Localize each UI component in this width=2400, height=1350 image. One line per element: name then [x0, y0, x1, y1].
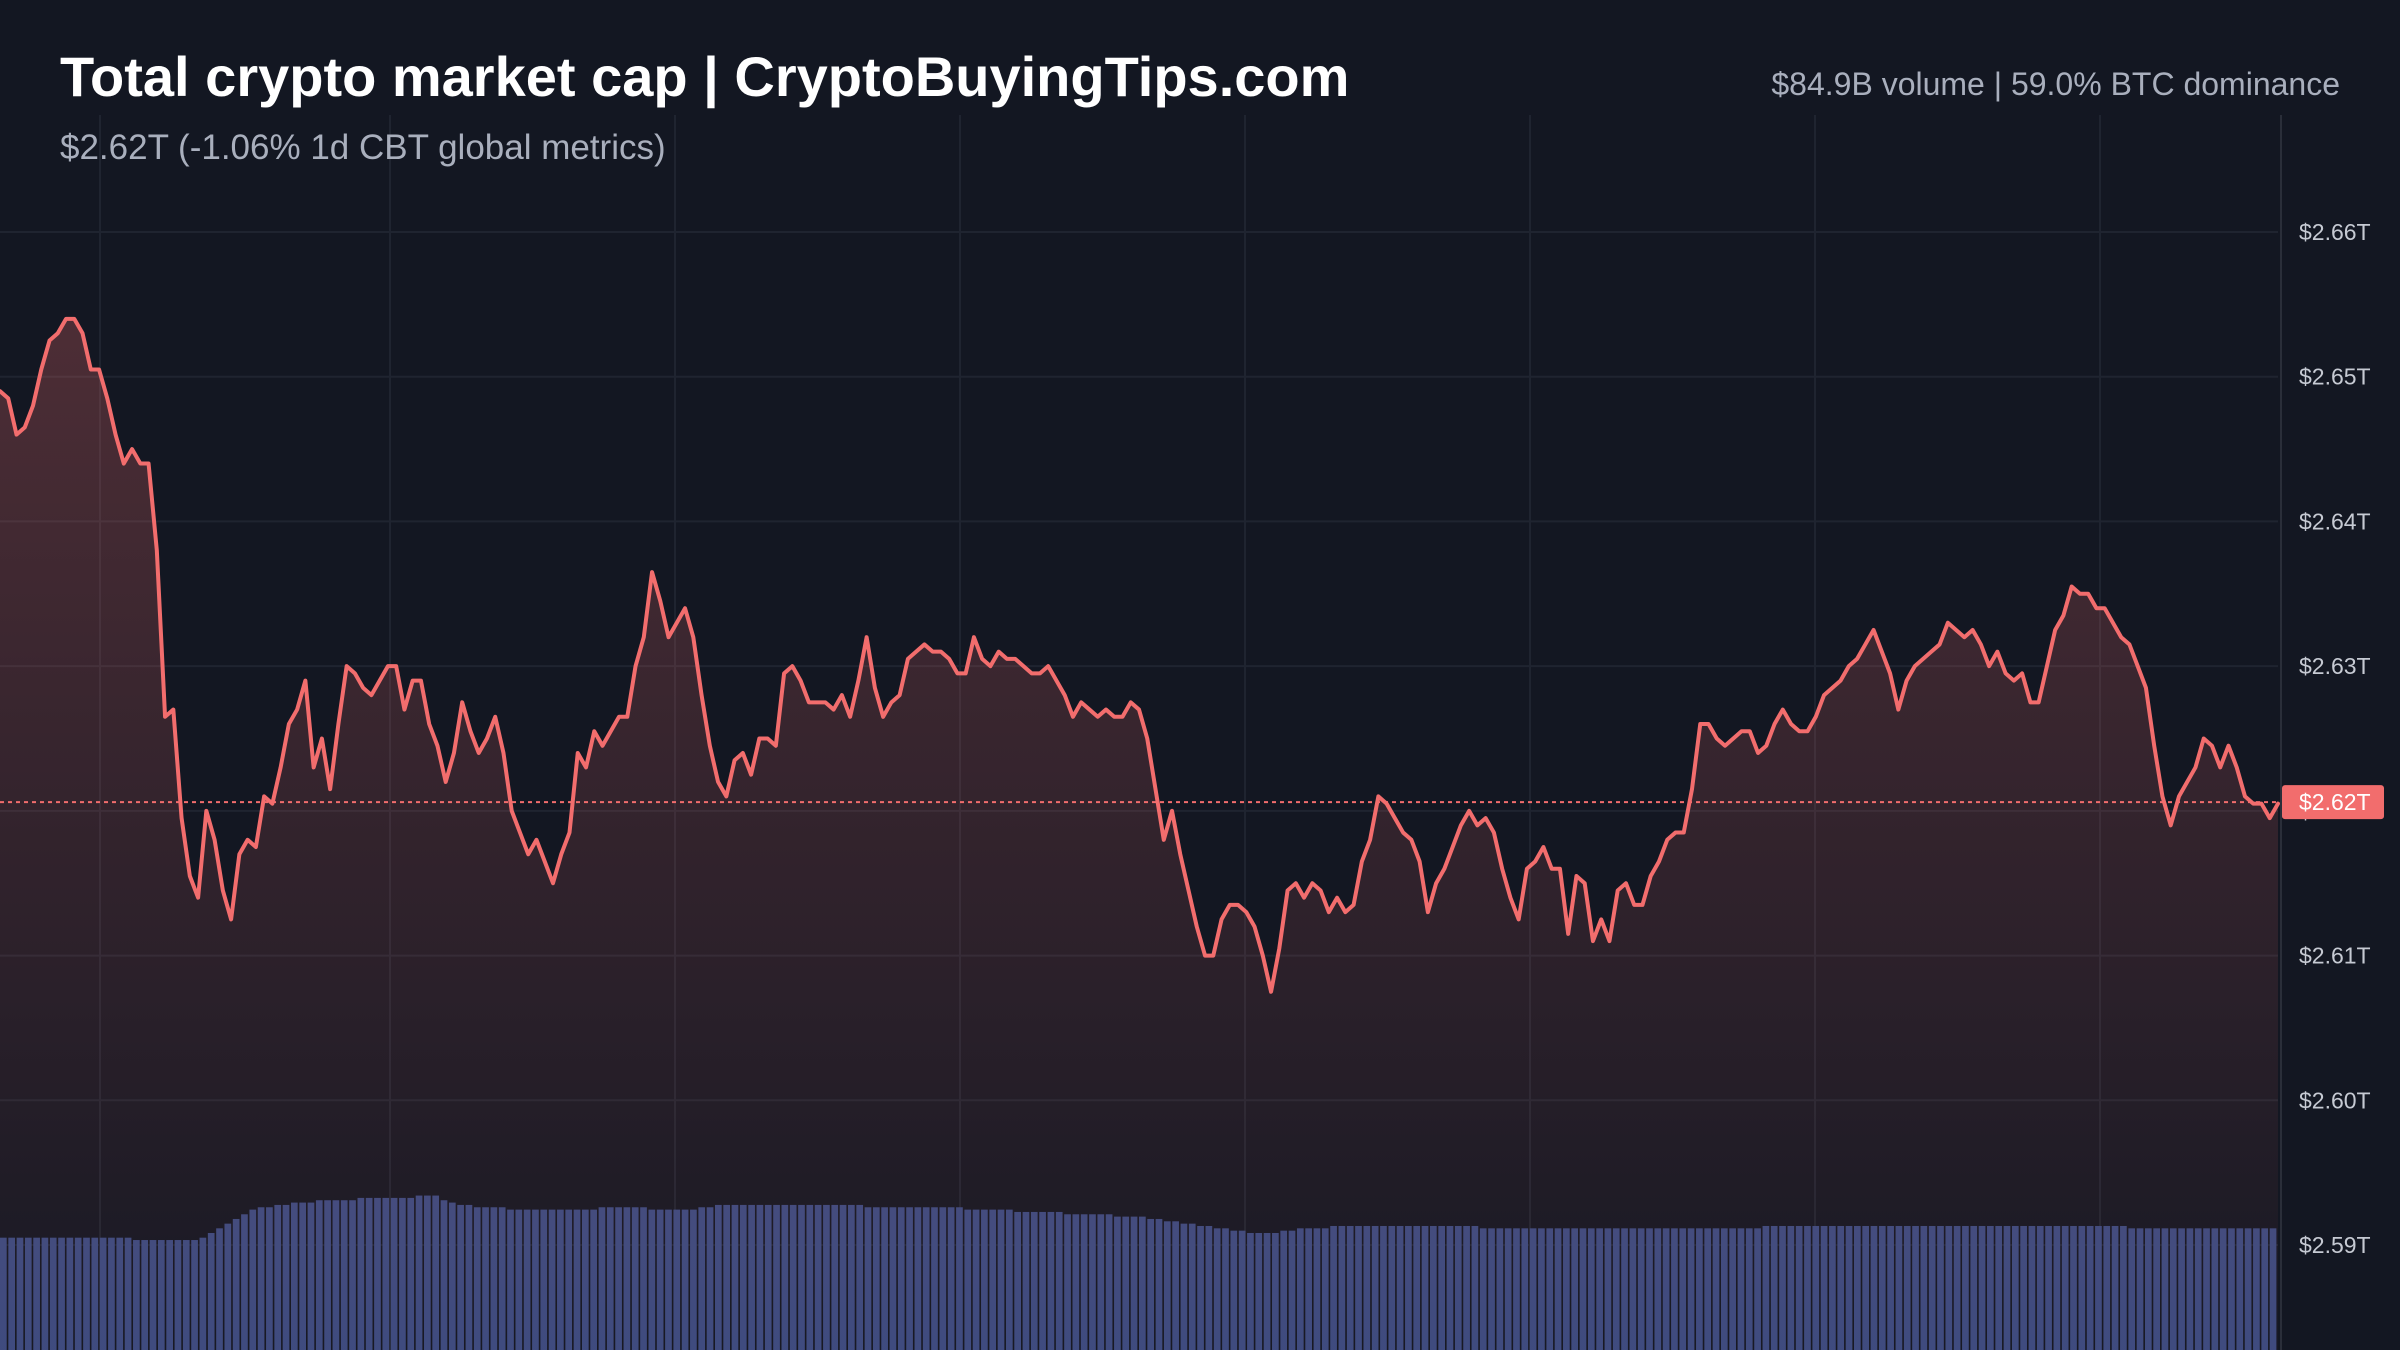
y-tick-label: $2.63T: [2299, 653, 2371, 679]
price-line[interactable]: [0, 316, 2280, 994]
current-price-tag-label: $2.62T: [2299, 789, 2371, 815]
y-tick-label: $2.66T: [2299, 219, 2371, 245]
y-tick-label: $2.61T: [2299, 943, 2371, 969]
y-tick-label: $2.64T: [2299, 508, 2371, 534]
volume-dominance-stats: $84.9B volume | 59.0% BTC dominance: [1771, 66, 2340, 102]
page-title: Total crypto market cap | CryptoBuyingTi…: [60, 45, 1350, 108]
current-price-tag: $2.62T: [2282, 785, 2384, 820]
current-price-tag-bg: [2282, 785, 2384, 820]
y-tick-label: $2.60T: [2299, 1087, 2371, 1113]
y-tick-label: $2.65T: [2299, 364, 2371, 390]
price-change-subtitle: $2.62T (-1.06% 1d CBT global metrics): [60, 128, 666, 167]
y-axis: $2.66T $2.65T $2.64T $2.63T $2.62T $2.61T $2.6…: [2299, 219, 2371, 1258]
y-tick-label: $2.59T: [2299, 1232, 2371, 1258]
price-area: [0, 318, 2278, 1350]
